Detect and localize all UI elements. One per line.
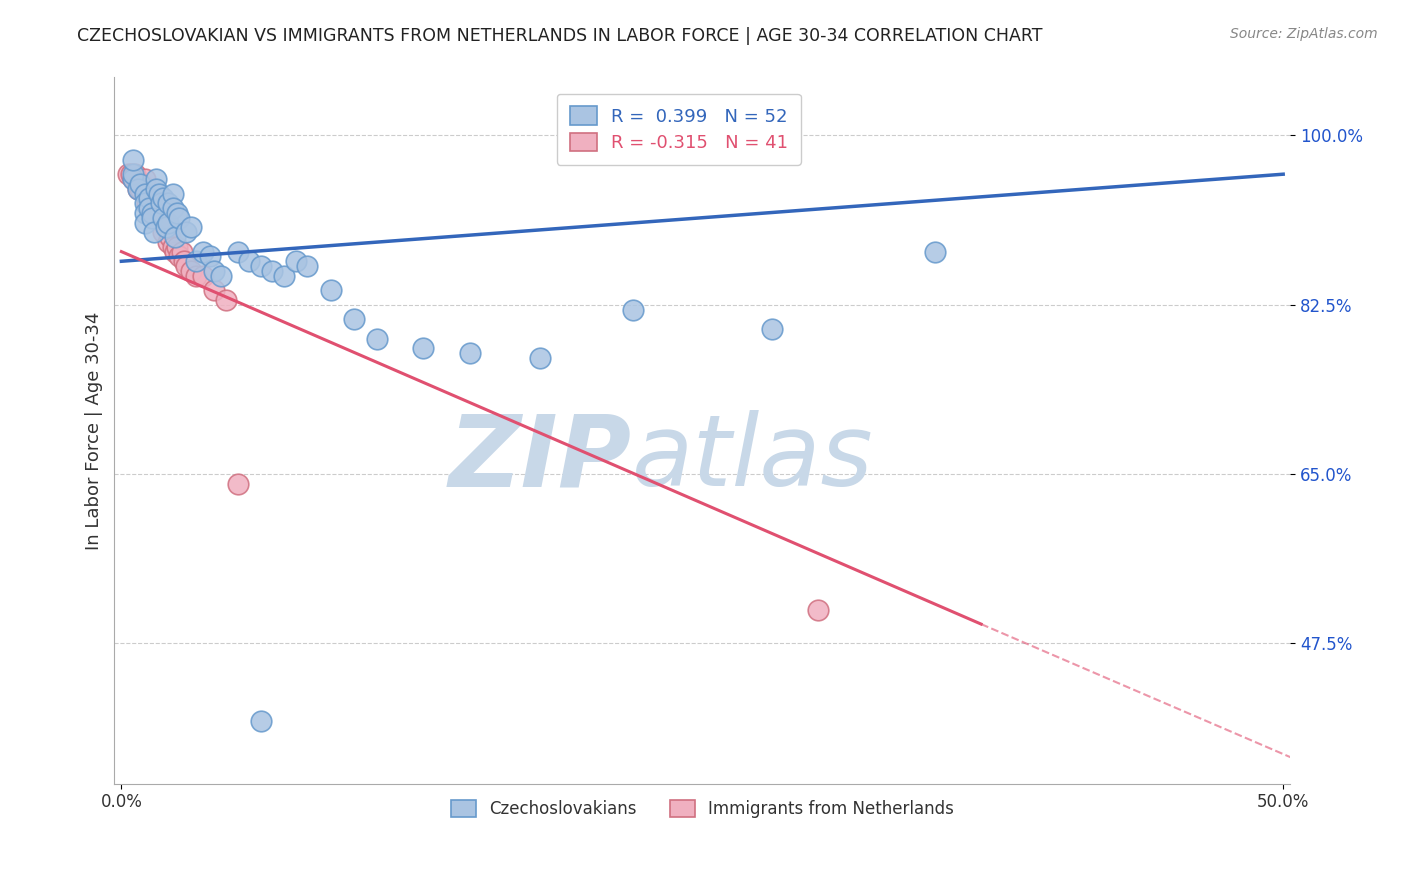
Point <box>120 167 142 181</box>
Point <box>129 177 152 191</box>
Point <box>127 177 149 191</box>
Point <box>155 220 177 235</box>
Point <box>129 177 152 191</box>
Point <box>249 259 271 273</box>
Point <box>162 201 184 215</box>
Point <box>191 268 214 283</box>
Point <box>284 254 307 268</box>
Point <box>122 172 145 186</box>
Point <box>156 196 179 211</box>
Point <box>209 268 232 283</box>
Point <box>184 268 207 283</box>
Point <box>127 182 149 196</box>
Point <box>162 186 184 201</box>
Point <box>273 268 295 283</box>
Point <box>124 167 146 181</box>
Point <box>152 225 174 239</box>
Point <box>156 235 179 249</box>
Point <box>166 206 188 220</box>
Point <box>156 220 179 235</box>
Point <box>184 254 207 268</box>
Point <box>343 312 366 326</box>
Point <box>215 293 238 307</box>
Text: Source: ZipAtlas.com: Source: ZipAtlas.com <box>1230 27 1378 41</box>
Legend: Czechoslovakians, Immigrants from Netherlands: Czechoslovakians, Immigrants from Nether… <box>444 793 960 825</box>
Point <box>142 201 165 215</box>
Point <box>176 259 198 273</box>
Point <box>134 216 156 230</box>
Point <box>122 167 145 181</box>
Point <box>117 167 139 181</box>
Point <box>180 264 202 278</box>
Point <box>262 264 284 278</box>
Point <box>173 254 195 268</box>
Point <box>170 244 193 259</box>
Point <box>152 216 174 230</box>
Point <box>136 191 159 205</box>
Point <box>166 240 188 254</box>
Point <box>226 244 249 259</box>
Point <box>148 206 170 220</box>
Point <box>761 322 783 336</box>
Point <box>366 332 388 346</box>
Point <box>249 714 271 728</box>
Point <box>141 206 163 220</box>
Point <box>924 244 946 259</box>
Point <box>159 230 181 244</box>
Point <box>162 240 184 254</box>
Text: atlas: atlas <box>631 410 873 508</box>
Point <box>122 172 145 186</box>
Point <box>621 302 644 317</box>
Point <box>138 201 160 215</box>
Point <box>176 225 198 239</box>
Point <box>131 177 153 191</box>
Point <box>134 196 156 211</box>
Text: CZECHOSLOVAKIAN VS IMMIGRANTS FROM NETHERLANDS IN LABOR FORCE | AGE 30-34 CORREL: CZECHOSLOVAKIAN VS IMMIGRANTS FROM NETHE… <box>77 27 1043 45</box>
Point <box>148 186 170 201</box>
Point <box>141 196 163 211</box>
Point <box>145 211 167 225</box>
Point <box>202 283 225 297</box>
Point <box>163 244 186 259</box>
Point <box>149 211 172 225</box>
Point <box>297 259 319 273</box>
Point <box>238 254 260 268</box>
Y-axis label: In Labor Force | Age 30-34: In Labor Force | Age 30-34 <box>86 311 103 549</box>
Point <box>169 211 191 225</box>
Point <box>134 172 156 186</box>
Text: ZIP: ZIP <box>449 410 631 508</box>
Point <box>529 351 551 365</box>
Point <box>138 191 160 205</box>
Point <box>807 602 830 616</box>
Point <box>226 476 249 491</box>
Point <box>134 186 156 201</box>
Point <box>202 264 225 278</box>
Point <box>412 342 434 356</box>
Point <box>191 244 214 259</box>
Point <box>156 216 179 230</box>
Point <box>129 182 152 196</box>
Point <box>142 225 165 239</box>
Point <box>152 211 174 225</box>
Point <box>134 186 156 201</box>
Point <box>155 220 177 235</box>
Point <box>138 191 160 205</box>
Point <box>198 249 221 263</box>
Point <box>152 191 174 205</box>
Point <box>145 201 167 215</box>
Point <box>138 201 160 215</box>
Point <box>180 220 202 235</box>
Point <box>127 182 149 196</box>
Point <box>145 182 167 196</box>
Point <box>141 211 163 225</box>
Point <box>169 249 191 263</box>
Point <box>145 172 167 186</box>
Point <box>458 346 481 360</box>
Point <box>149 196 172 211</box>
Point <box>134 206 156 220</box>
Point <box>122 153 145 167</box>
Point <box>136 196 159 211</box>
Point <box>319 283 342 297</box>
Point <box>163 230 186 244</box>
